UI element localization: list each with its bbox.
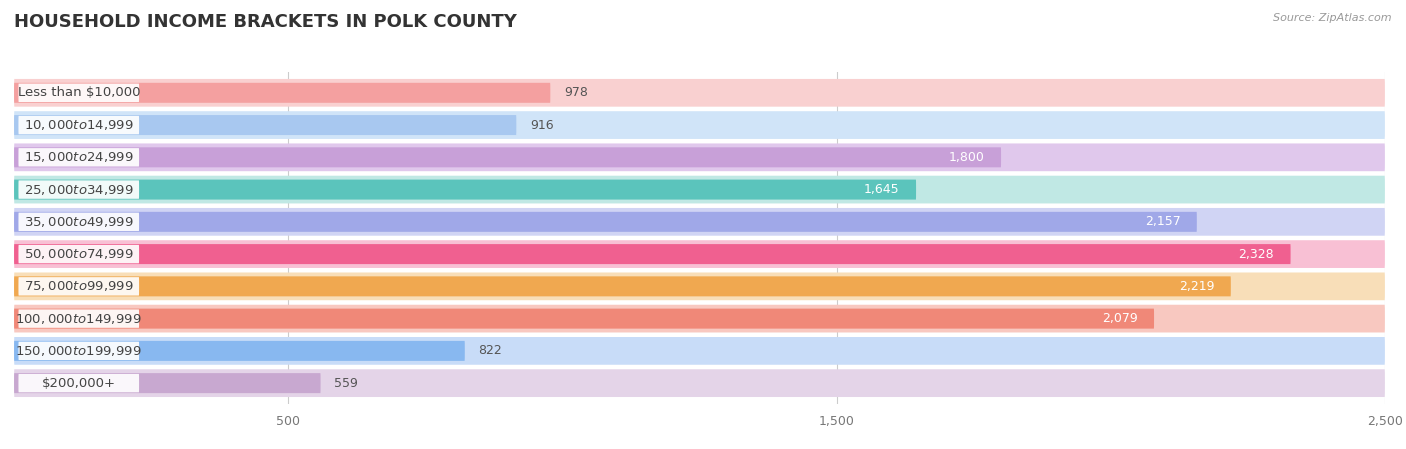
FancyBboxPatch shape <box>14 341 465 361</box>
FancyBboxPatch shape <box>18 116 139 134</box>
Text: 2,328: 2,328 <box>1239 247 1274 260</box>
FancyBboxPatch shape <box>14 147 1001 167</box>
FancyBboxPatch shape <box>18 277 139 295</box>
Text: $150,000 to $199,999: $150,000 to $199,999 <box>15 344 142 358</box>
Text: HOUSEHOLD INCOME BRACKETS IN POLK COUNTY: HOUSEHOLD INCOME BRACKETS IN POLK COUNTY <box>14 13 517 31</box>
Text: 2,079: 2,079 <box>1102 312 1137 325</box>
FancyBboxPatch shape <box>14 111 1385 139</box>
FancyBboxPatch shape <box>14 273 1385 300</box>
Text: 978: 978 <box>564 86 588 99</box>
Text: $50,000 to $74,999: $50,000 to $74,999 <box>24 247 134 261</box>
FancyBboxPatch shape <box>14 143 1385 171</box>
Text: 1,800: 1,800 <box>949 151 984 164</box>
FancyBboxPatch shape <box>14 176 1385 203</box>
Text: 916: 916 <box>530 119 554 132</box>
FancyBboxPatch shape <box>14 337 1385 365</box>
Text: $15,000 to $24,999: $15,000 to $24,999 <box>24 150 134 164</box>
FancyBboxPatch shape <box>18 342 139 360</box>
FancyBboxPatch shape <box>18 148 139 167</box>
FancyBboxPatch shape <box>14 373 321 393</box>
FancyBboxPatch shape <box>14 305 1385 333</box>
FancyBboxPatch shape <box>14 244 1291 264</box>
Text: $10,000 to $14,999: $10,000 to $14,999 <box>24 118 134 132</box>
Text: Source: ZipAtlas.com: Source: ZipAtlas.com <box>1274 13 1392 23</box>
FancyBboxPatch shape <box>18 374 139 392</box>
FancyBboxPatch shape <box>14 180 917 200</box>
Text: $75,000 to $99,999: $75,000 to $99,999 <box>24 279 134 293</box>
FancyBboxPatch shape <box>14 308 1154 329</box>
FancyBboxPatch shape <box>14 276 1230 296</box>
Text: 822: 822 <box>478 344 502 357</box>
FancyBboxPatch shape <box>14 208 1385 236</box>
FancyBboxPatch shape <box>18 180 139 199</box>
FancyBboxPatch shape <box>18 213 139 231</box>
Text: 2,219: 2,219 <box>1178 280 1215 293</box>
FancyBboxPatch shape <box>14 79 1385 107</box>
Text: Less than $10,000: Less than $10,000 <box>17 86 141 99</box>
Text: 1,645: 1,645 <box>865 183 900 196</box>
Text: $100,000 to $149,999: $100,000 to $149,999 <box>15 312 142 326</box>
Text: $35,000 to $49,999: $35,000 to $49,999 <box>24 215 134 229</box>
FancyBboxPatch shape <box>14 83 550 103</box>
FancyBboxPatch shape <box>14 240 1385 268</box>
FancyBboxPatch shape <box>14 115 516 135</box>
Text: $25,000 to $34,999: $25,000 to $34,999 <box>24 183 134 197</box>
FancyBboxPatch shape <box>18 245 139 263</box>
FancyBboxPatch shape <box>14 369 1385 397</box>
Text: 559: 559 <box>335 377 359 390</box>
FancyBboxPatch shape <box>18 84 139 102</box>
Text: $200,000+: $200,000+ <box>42 377 115 390</box>
FancyBboxPatch shape <box>14 212 1197 232</box>
FancyBboxPatch shape <box>18 309 139 328</box>
Text: 2,157: 2,157 <box>1144 216 1181 229</box>
